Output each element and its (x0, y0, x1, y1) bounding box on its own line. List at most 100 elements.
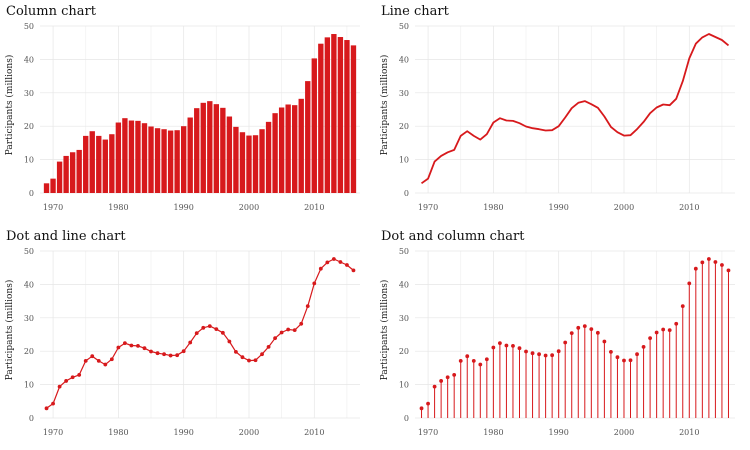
y-tick-label: 0 (404, 414, 409, 423)
data-point (273, 336, 278, 341)
data-point (478, 362, 483, 367)
data-point (419, 406, 424, 411)
data-point (622, 358, 626, 363)
data-point (188, 340, 193, 345)
x-tick-label: 1990 (173, 428, 193, 437)
bar (63, 155, 69, 193)
data-point (162, 352, 166, 357)
data-point (726, 268, 731, 273)
bar (239, 132, 246, 193)
data-point (299, 321, 304, 326)
y-tick-label: 40 (399, 280, 409, 289)
data-point (497, 341, 502, 346)
bar (194, 108, 200, 193)
bar (252, 135, 259, 193)
y-tick-label: 50 (24, 247, 34, 256)
data-point (194, 331, 199, 336)
data-point (661, 327, 666, 332)
data-point (253, 358, 258, 363)
y-tick-label: 0 (29, 414, 34, 423)
data-point (175, 353, 180, 358)
bar (187, 117, 193, 193)
data-point (530, 351, 535, 356)
x-tick-label: 1990 (548, 203, 568, 212)
chart-title: Line chart (381, 4, 450, 19)
data-point (103, 362, 108, 367)
bar (102, 139, 108, 193)
x-tick-label: 2010 (304, 428, 324, 437)
data-point (628, 358, 633, 363)
bar (76, 149, 82, 193)
bar (318, 43, 324, 194)
y-tick-label: 10 (24, 381, 34, 390)
data-point (654, 330, 659, 335)
data-point (318, 266, 323, 271)
data-point (312, 281, 317, 286)
bar (154, 128, 161, 193)
data-point (720, 263, 724, 267)
data-point (77, 373, 82, 377)
x-tick-label: 1990 (548, 428, 568, 437)
data-point (286, 327, 291, 332)
bar (213, 104, 220, 193)
bar (43, 183, 50, 193)
data-point (517, 346, 522, 351)
bar (226, 116, 233, 193)
y-axis-label: Participants (millions) (4, 55, 15, 156)
data-point (155, 351, 160, 356)
data-point (90, 354, 95, 359)
data-point (674, 321, 679, 326)
bar (337, 37, 344, 193)
data-point (641, 344, 646, 349)
data-point (168, 353, 173, 358)
data-point (227, 339, 232, 344)
series-line (46, 258, 354, 409)
bar (285, 104, 291, 193)
data-point (351, 268, 356, 273)
y-tick-label: 30 (24, 89, 34, 98)
data-point (70, 375, 75, 380)
bar (161, 129, 167, 193)
x-tick-label: 1990 (173, 203, 193, 212)
data-point (96, 358, 101, 363)
y-tick-label: 0 (29, 189, 34, 198)
y-axis-label: Participants (millions) (379, 55, 390, 156)
x-tick-label: 1980 (483, 203, 503, 212)
data-point (122, 341, 127, 346)
data-point (491, 345, 496, 350)
y-tick-label: 50 (24, 22, 34, 31)
dot-line-chart-panel: Dot and line chart Participants (million… (0, 225, 375, 450)
bar (292, 105, 298, 193)
x-tick-label: 2010 (679, 428, 699, 437)
y-tick-label: 30 (399, 89, 409, 98)
data-point (116, 345, 121, 350)
data-point (693, 266, 698, 271)
bar (207, 101, 213, 193)
x-tick-label: 2010 (304, 203, 324, 212)
data-point (680, 304, 685, 309)
bar (141, 123, 148, 193)
data-point (136, 343, 140, 348)
bar (128, 120, 135, 193)
y-tick-label: 50 (399, 247, 409, 256)
bar (344, 40, 350, 193)
bar (259, 129, 265, 193)
data-point (345, 263, 349, 267)
data-point (266, 344, 271, 349)
data-point (260, 352, 264, 357)
data-point (615, 355, 620, 360)
y-tick-label: 40 (24, 280, 34, 289)
line-chart-panel: Line chart Participants (millions) 0 10 20… (375, 0, 750, 225)
y-tick-label: 20 (399, 347, 409, 356)
dot-column-chart-panel: Dot and column chart Participants (milli… (375, 225, 750, 450)
y-tick-label: 10 (24, 156, 34, 165)
bar (278, 107, 285, 193)
data-point (247, 358, 251, 363)
data-point (550, 353, 555, 358)
y-tick-label: 20 (24, 347, 34, 356)
data-point (465, 354, 470, 359)
x-tick-label: 2000 (239, 203, 259, 212)
chart-title: Dot and line chart (6, 229, 126, 244)
bar (220, 107, 226, 193)
x-tick-label: 1980 (108, 428, 128, 437)
